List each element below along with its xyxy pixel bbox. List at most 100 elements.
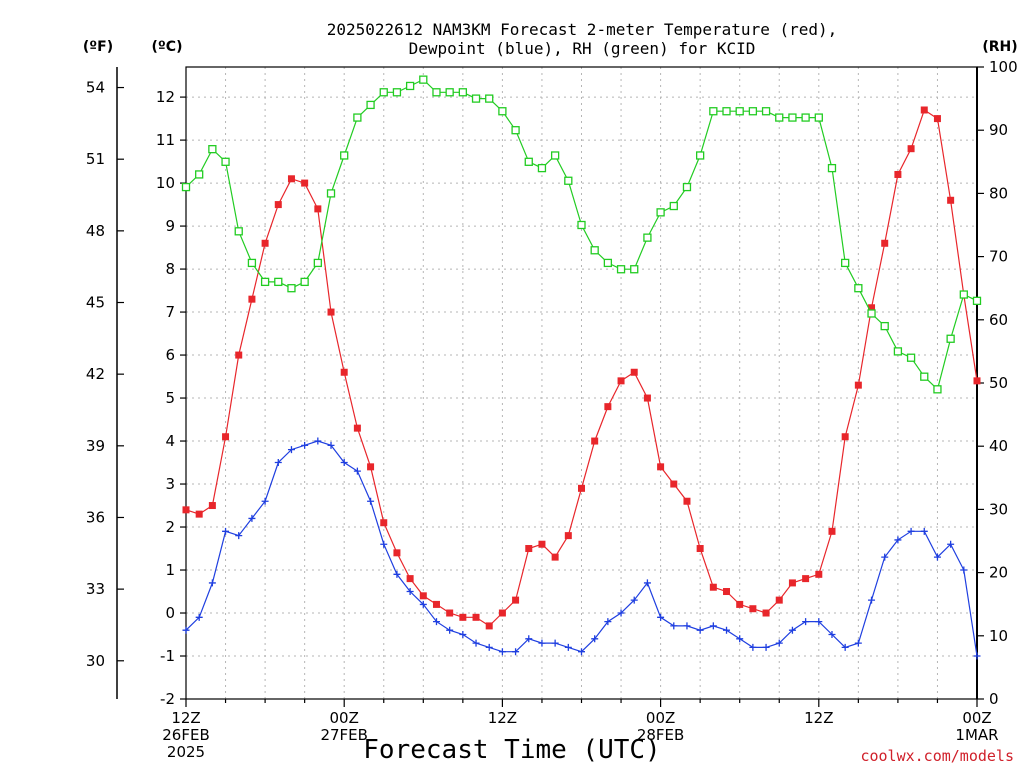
celsius-tick-label: 12 (156, 88, 175, 106)
dewpoint-point (591, 635, 599, 643)
temperature-point (947, 196, 955, 204)
time-tick-line: 12Z (488, 709, 517, 727)
temperature-point (630, 368, 638, 376)
temperature-point (578, 484, 585, 492)
credit-text: coolwx.com/models (860, 747, 1014, 765)
chart-title: 2025022612 NAM3KM Forecast 2-meter Tempe… (327, 20, 838, 39)
rh-point (761, 107, 771, 116)
dewpoint-point (670, 622, 678, 630)
time-tick-line: 12Z (171, 709, 200, 727)
celsius-tick-label: 0 (165, 604, 175, 622)
dewpoint-point (380, 540, 388, 548)
rh-point (748, 107, 758, 116)
chart-subtitle: Dewpoint (blue), RH (green) for KCID (409, 39, 756, 58)
rh-point (841, 258, 850, 268)
fahrenheit-tick-label: 39 (86, 437, 105, 455)
temperature-point (564, 532, 572, 540)
rh-point (603, 258, 613, 268)
temperature-point (459, 613, 467, 621)
time-tick-label: 12Z (488, 709, 517, 727)
temperature-point (287, 175, 295, 183)
time-tick-line: 27FEB (320, 726, 367, 744)
temperature-point (261, 239, 269, 247)
celsius-tick-label: 2 (165, 518, 175, 536)
dewpoint-point (432, 618, 440, 626)
temperature-point (538, 540, 546, 548)
dewpoint-point (788, 626, 796, 634)
temperature-point (235, 351, 243, 359)
temperature-point (868, 304, 876, 312)
rh-point (313, 258, 322, 268)
temperature-point (736, 600, 744, 608)
rh-point (392, 88, 402, 97)
dewpoint-point (261, 497, 269, 505)
rh-point (643, 233, 652, 242)
fahrenheit-tick-label: 30 (86, 652, 105, 670)
rh-point (920, 372, 929, 381)
rh-point (630, 265, 639, 274)
rh-tick-label: 100 (989, 58, 1018, 76)
dewpoint-point (353, 467, 361, 475)
dewpoint-point (340, 459, 348, 467)
rh-point (933, 385, 942, 394)
temperature-point (617, 377, 625, 385)
rh-point (854, 284, 863, 293)
rh-point (208, 145, 217, 154)
dewpoint-point (894, 536, 902, 544)
rh-point (181, 182, 191, 192)
rh-tick-label: 0 (989, 690, 999, 708)
dewpoint-point (736, 635, 744, 643)
rh-point (353, 113, 362, 122)
rh-point (234, 227, 243, 236)
temperature-point (670, 480, 678, 488)
dewpoint-point (960, 566, 968, 574)
rh-point (405, 81, 415, 91)
celsius-tick-label: 7 (165, 303, 175, 321)
rh-point (709, 107, 718, 116)
rh-tick-label: 70 (989, 248, 1008, 266)
rh-point (419, 75, 428, 84)
dewpoint-point (367, 497, 375, 505)
temperature-point (274, 201, 282, 209)
rh-point (300, 277, 309, 287)
temperature-point (446, 609, 454, 617)
dewpoint-point (235, 532, 243, 540)
rh-point (801, 113, 810, 122)
rh-point (340, 151, 349, 160)
rh-point (445, 88, 454, 97)
dewpoint-point (287, 446, 295, 454)
dewpoint-point (683, 622, 691, 630)
time-tick-line: 00Z (330, 709, 359, 727)
temperature-point (182, 506, 190, 514)
rh-tick-label: 20 (989, 564, 1008, 582)
dewpoint-point (815, 618, 823, 626)
temperature-point (775, 596, 783, 604)
temperature-point (222, 433, 230, 441)
celsius-tick-label: 5 (165, 389, 175, 407)
dewpoint-point (222, 527, 230, 535)
temperature-point (933, 115, 941, 123)
fahrenheit-tick-label: 54 (86, 79, 105, 97)
dewpoint-point (617, 609, 625, 617)
rh-point (287, 284, 296, 293)
temperature-point (367, 463, 375, 471)
temperature-point (643, 394, 651, 402)
temperature-point (802, 575, 810, 583)
temperature-point (723, 588, 731, 596)
dewpoint-point (301, 441, 309, 449)
temperature-point (604, 403, 612, 411)
rh-point (814, 113, 823, 122)
temperature-point (419, 592, 427, 600)
temperature-point (551, 553, 559, 561)
dewpoint-point (419, 600, 427, 608)
rh-point (775, 113, 784, 122)
temperature-point (894, 170, 902, 178)
rh-point (432, 88, 441, 97)
celsius-tick-label: 11 (156, 131, 175, 149)
fahrenheit-tick-label: 48 (86, 222, 105, 240)
time-tick-line: 26FEB (162, 726, 209, 744)
temperature-point (683, 497, 691, 505)
rh-series-line (185, 78, 978, 391)
temperature-point (380, 519, 388, 527)
